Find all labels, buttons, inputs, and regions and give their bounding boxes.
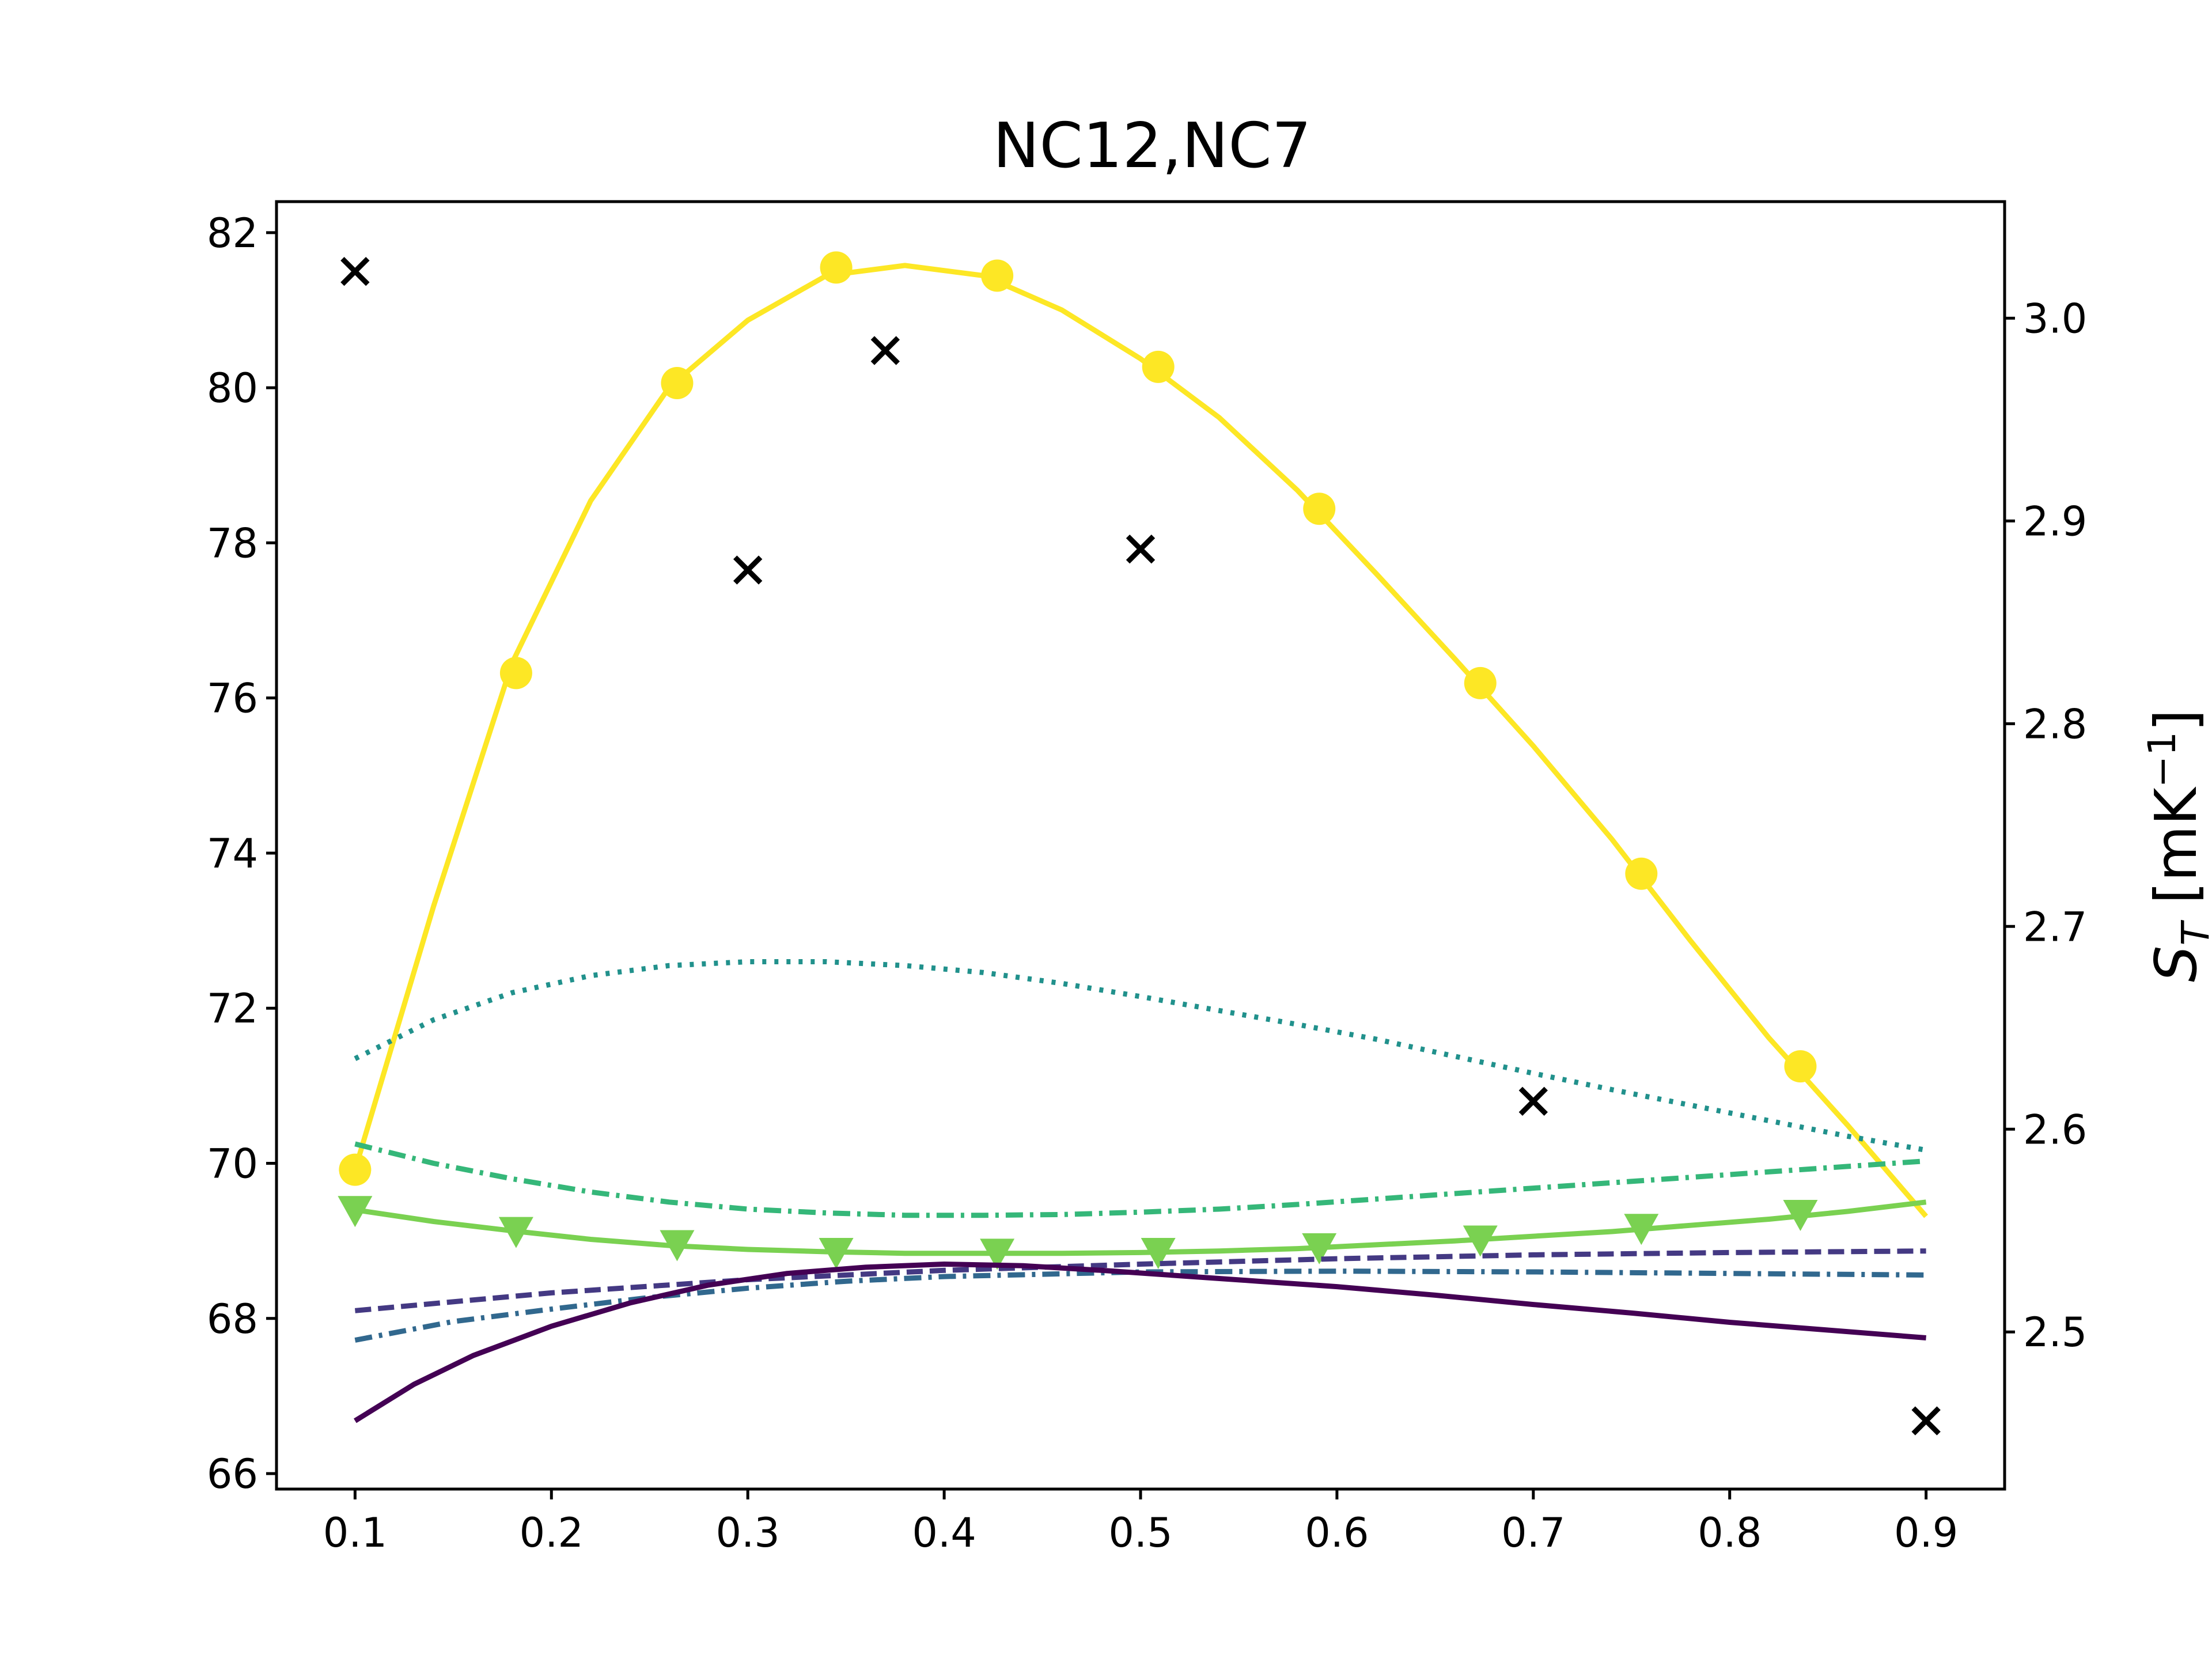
series-line-3 — [354, 1199, 1927, 1256]
y-tick-label: 72 — [207, 985, 258, 1032]
series-5 — [354, 1268, 1926, 1343]
data-point — [498, 1217, 533, 1248]
data-point — [339, 1153, 372, 1186]
data-point — [1142, 350, 1175, 383]
x-tick-label: 0.7 — [1501, 1509, 1565, 1556]
y2-tick-label: 2.8 — [2023, 700, 2087, 748]
x-tick-label: 0.5 — [1108, 1509, 1172, 1556]
series-line-4 — [354, 1248, 1926, 1313]
data-point — [340, 256, 370, 286]
data-point — [661, 367, 694, 400]
data-point — [981, 259, 1014, 292]
data-point — [499, 657, 532, 690]
x-tick-label: 0.9 — [1894, 1509, 1958, 1556]
y-axis-right-label: ST [mK−1] — [2140, 709, 2212, 982]
series-6 — [354, 1262, 1926, 1423]
data-point — [1126, 534, 1156, 564]
data-point — [1783, 1200, 1818, 1232]
y2-tick-label: 2.7 — [2023, 903, 2087, 950]
chart-title: NC12,NC7 — [993, 110, 1312, 182]
y-axis-right: 2.5 2.6 2.7 2.8 2.9 3.0 — [2005, 295, 2087, 1356]
x-tick-label: 0.6 — [1305, 1509, 1369, 1556]
series-2 — [354, 1141, 1926, 1218]
data-point — [1463, 1225, 1498, 1257]
y-tick-label: 66 — [207, 1450, 258, 1498]
y2-tick-label: 2.5 — [2023, 1309, 2087, 1356]
y-tick-label: 82 — [207, 210, 258, 257]
x-tick-label: 0.8 — [1698, 1509, 1762, 1556]
y-tick-label: 68 — [207, 1296, 258, 1343]
series-4 — [354, 1248, 1926, 1313]
data-point — [1141, 1238, 1176, 1270]
data-point — [980, 1238, 1015, 1270]
series-7 — [340, 256, 1941, 1435]
y2-tick-label: 2.6 — [2023, 1106, 2087, 1153]
data-point — [1302, 1233, 1337, 1264]
x-tick-label: 0.1 — [323, 1509, 387, 1556]
data-point — [1518, 1086, 1548, 1116]
y-tick-label: 80 — [207, 365, 258, 412]
y-tick-label: 74 — [207, 830, 258, 877]
series-line-2 — [354, 1141, 1926, 1218]
data-point — [1303, 493, 1336, 525]
y-tick-label: 78 — [207, 520, 258, 567]
y2-tick-label: 3.0 — [2023, 295, 2087, 342]
y-tick-label: 76 — [207, 675, 258, 722]
data-point — [819, 1238, 854, 1270]
plot-series — [338, 251, 1941, 1435]
series-line-6 — [354, 1262, 1926, 1423]
data-point — [733, 555, 763, 585]
data-point — [1624, 1214, 1659, 1245]
x-tick-label: 0.3 — [716, 1509, 780, 1556]
x-tick-label: 0.4 — [912, 1509, 976, 1556]
data-point — [1911, 1406, 1941, 1435]
data-point — [820, 251, 853, 284]
series-line-0 — [353, 263, 1929, 1218]
series-line-5 — [354, 1268, 1926, 1343]
series-0 — [339, 251, 1929, 1218]
y2-tick-label: 2.9 — [2023, 498, 2087, 545]
data-point — [1625, 857, 1658, 890]
y-axis-left: 66 68 70 72 74 76 78 80 82 — [207, 210, 276, 1498]
y-tick-label: 70 — [207, 1141, 258, 1188]
data-point — [338, 1196, 373, 1228]
data-point — [660, 1230, 695, 1262]
data-point — [1464, 666, 1497, 699]
data-point — [1784, 1050, 1817, 1083]
x-axis: 0.1 0.2 0.3 0.4 0.5 0.6 0.7 0.8 0.9 — [323, 1489, 1958, 1556]
x-tick-label: 0.2 — [520, 1509, 584, 1556]
series-3 — [338, 1196, 1927, 1270]
data-point — [870, 336, 900, 365]
